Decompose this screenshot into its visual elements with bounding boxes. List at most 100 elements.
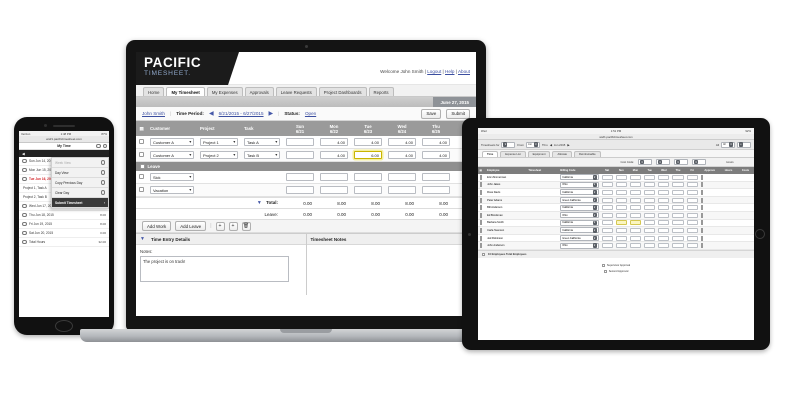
table-row[interactable]: Sick ▼ <box>136 171 476 184</box>
billing-code-select[interactable]: California ▼ <box>559 174 600 181</box>
add-leave-button[interactable]: Add Leave <box>175 221 207 231</box>
day-cell[interactable] <box>685 235 699 241</box>
approve-cell[interactable] <box>699 212 720 218</box>
day-cell[interactable] <box>671 197 685 203</box>
collapse-icon[interactable]: ▼ <box>140 236 145 242</box>
day-cell[interactable] <box>657 205 671 211</box>
insert-row-icon[interactable]: + <box>215 221 225 231</box>
row-checkbox[interactable] <box>136 174 147 180</box>
billing-code-select[interactable]: Ohio ▼ <box>559 212 600 219</box>
hours-input[interactable]: 4.00 <box>351 138 385 146</box>
day-cell[interactable] <box>628 174 642 180</box>
table-row[interactable]: Ross Davis California ▼ <box>478 189 754 197</box>
footer-checkbox[interactable] <box>482 252 485 256</box>
hours-input[interactable]: 4.00 <box>317 151 351 159</box>
day-cell[interactable] <box>600 243 614 249</box>
table-row[interactable]: Peter Adams Green California ▼ <box>478 196 754 205</box>
prev-period-icon[interactable]: ◀ <box>208 110 214 117</box>
from-select[interactable]: Jun ▼ <box>525 141 540 148</box>
menu-item-clear-day[interactable]: Clear Day <box>52 188 108 198</box>
user-link[interactable]: John Smith <box>142 111 165 116</box>
day-cell[interactable] <box>657 220 671 226</box>
hours-input[interactable] <box>283 151 317 159</box>
hours-input[interactable] <box>283 138 317 146</box>
logout-link[interactable]: Logout <box>427 69 442 74</box>
copy-row-icon[interactable]: + <box>228 221 238 231</box>
row-checkbox[interactable] <box>478 220 486 226</box>
tab-reports[interactable]: Reports <box>368 87 394 96</box>
select-all-checkbox[interactable]: ▤ <box>139 126 144 131</box>
day-cell[interactable] <box>628 212 642 218</box>
table-row[interactable]: Jed Robinson Green California ▼ <box>478 234 754 243</box>
day-cell[interactable] <box>685 197 699 203</box>
brand-logo[interactable]: PACIFIC TIMESHEET. <box>136 52 239 85</box>
approve-cell[interactable] <box>699 220 720 226</box>
cost-code-select-2[interactable]: ▼ <box>656 159 670 165</box>
day-cell[interactable] <box>600 182 614 188</box>
tab-expense-list[interactable]: Expense List <box>500 151 526 157</box>
approve-cell[interactable] <box>699 197 720 203</box>
day-cell-highlighted[interactable] <box>628 220 642 226</box>
tab-equipment[interactable]: Equipment <box>527 151 551 157</box>
row-checkbox[interactable] <box>478 243 486 249</box>
menu-item-submit-timesheet[interactable]: Submit Timesheet › <box>52 198 108 208</box>
next-period-icon[interactable]: ▶ <box>268 110 274 117</box>
approve-cell[interactable] <box>699 235 720 241</box>
phone-url-bar[interactable]: wwf1.pacifictimesheet.com <box>19 136 109 143</box>
day-cell[interactable] <box>671 182 685 188</box>
time-period-value[interactable]: 6/21/2015 - 6/27/2015 <box>218 111 264 116</box>
day-cell[interactable] <box>600 189 614 195</box>
row-checkbox[interactable] <box>136 152 147 158</box>
approve-cell[interactable] <box>699 189 720 195</box>
approve-cell[interactable] <box>699 205 720 211</box>
hours-input[interactable]: 4.00 <box>385 138 419 146</box>
leave-hours-input[interactable] <box>419 186 453 194</box>
billing-code-select[interactable]: California ▼ <box>559 227 600 234</box>
delete-row-icon[interactable]: 🗑 <box>241 221 251 231</box>
about-link[interactable]: About <box>457 69 470 74</box>
day-cell[interactable] <box>628 227 642 233</box>
menu-item-week-view[interactable]: Week View <box>52 158 108 168</box>
day-cell[interactable] <box>643 220 657 226</box>
leave-hours-input[interactable] <box>385 186 419 194</box>
menu-item-day-view[interactable]: Day View <box>52 168 108 178</box>
customer-select[interactable]: Customer A ▼ <box>147 151 197 159</box>
day-cell[interactable] <box>628 197 642 203</box>
billing-code-select[interactable]: California ▼ <box>559 219 600 226</box>
day-cell[interactable] <box>600 205 614 211</box>
list-item[interactable]: Total Hours 32.00 <box>19 238 109 247</box>
day-cell[interactable] <box>685 243 699 249</box>
day-cell[interactable] <box>628 235 642 241</box>
supervisor-approval-option[interactable]: Supervisor Approval <box>601 263 630 267</box>
second-approval-option[interactable]: Second Approval <box>603 269 628 273</box>
leave-hours-input[interactable] <box>351 173 385 181</box>
cost-code-select-3[interactable]: ▼ <box>674 159 688 165</box>
hours-input[interactable]: 4.00 <box>385 151 419 159</box>
tab-leave-requests[interactable]: Leave Requests <box>275 87 317 96</box>
menu-item-copy-previous-day[interactable]: Copy Previous Day <box>52 178 108 188</box>
row-checkbox[interactable] <box>478 197 486 203</box>
list-item[interactable]: Thu Jun 18, 2015 8.00 <box>19 211 109 220</box>
day-cell[interactable] <box>600 220 614 226</box>
day-cell[interactable] <box>600 197 614 203</box>
day-cell[interactable] <box>628 243 642 249</box>
collapse-icon[interactable]: ▼ <box>256 200 262 206</box>
approve-cell[interactable] <box>699 243 720 249</box>
leave-hours-input[interactable] <box>317 186 351 194</box>
day-cell[interactable] <box>671 212 685 218</box>
billing-code-select[interactable]: California ▼ <box>559 189 600 196</box>
checkbox-icon[interactable] <box>601 263 605 267</box>
cost-code-select-4[interactable]: ▼ <box>692 159 706 165</box>
next-icon[interactable]: ▶ <box>567 142 570 147</box>
row-checkbox[interactable] <box>478 205 486 211</box>
select-all-checkbox[interactable]: ▤ <box>479 169 482 172</box>
table-row[interactable]: Customer A ▼ Project 1 ▼ Task A ▼ 4.00 4.00… <box>136 136 476 149</box>
phone-day-nav[interactable]: ◀ <box>19 150 109 157</box>
leave-select-all-checkbox[interactable] <box>140 164 145 169</box>
tab-reimbursable[interactable]: Reimbursable <box>574 151 601 157</box>
day-cell[interactable] <box>643 174 657 180</box>
day-cell[interactable] <box>600 235 614 241</box>
tab-my-expenses[interactable]: My Expenses <box>206 87 243 96</box>
tab-home[interactable]: Home <box>143 87 165 96</box>
day-cell[interactable] <box>614 197 628 203</box>
